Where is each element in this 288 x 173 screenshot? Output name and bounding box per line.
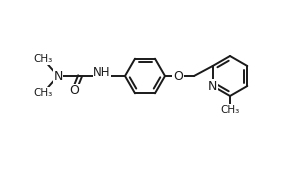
Text: NH: NH <box>93 66 111 80</box>
Text: CH₃: CH₃ <box>33 54 53 64</box>
Text: CH₃: CH₃ <box>220 105 240 115</box>
Text: O: O <box>173 70 183 83</box>
Text: CH₃: CH₃ <box>33 88 53 98</box>
Text: O: O <box>69 84 79 98</box>
Text: N: N <box>53 70 63 83</box>
Text: N: N <box>208 80 217 93</box>
